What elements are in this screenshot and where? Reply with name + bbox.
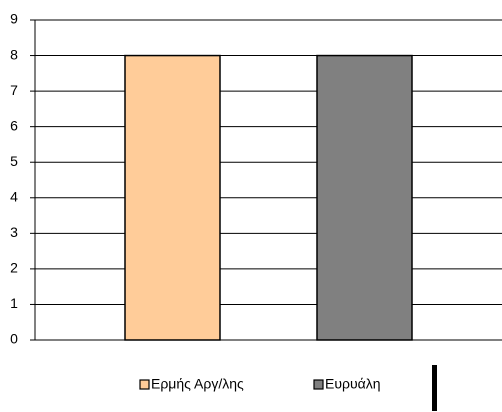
y-tick-label: 4 — [10, 188, 18, 204]
y-tick-label: 5 — [10, 153, 18, 169]
bar — [316, 54, 413, 341]
y-tick-label: 0 — [10, 331, 18, 347]
bar — [124, 54, 221, 341]
y-tick-label: 8 — [10, 46, 18, 62]
legend-swatch — [139, 379, 150, 390]
marker-bar — [432, 365, 437, 411]
y-tick-label: 6 — [10, 117, 18, 133]
y-tick-label: 7 — [10, 82, 18, 98]
y-tick-label: 1 — [10, 295, 18, 311]
legend-label: Ευρυάλη — [325, 376, 381, 392]
y-tick-label: 9 — [10, 11, 18, 27]
legend-label: Ερμής Αργ/λης — [151, 376, 244, 392]
y-tick-label: 3 — [10, 224, 18, 240]
y-tick-label: 2 — [10, 260, 18, 276]
legend-swatch — [313, 379, 324, 390]
